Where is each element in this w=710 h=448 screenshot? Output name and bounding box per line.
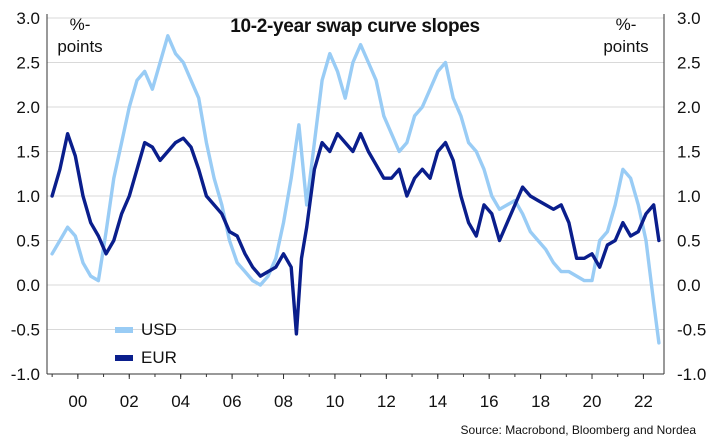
y-tick-label-right: -0.5 — [677, 321, 706, 340]
chart-legend: USD EUR — [115, 316, 177, 372]
x-tick-label: 08 — [274, 392, 293, 411]
y-tick-label-left: 1.5 — [16, 143, 40, 162]
series-line-eur — [50, 131, 661, 336]
y-tick-label-right: -1.0 — [677, 365, 706, 384]
y-tick-label-left: -1.0 — [11, 365, 40, 384]
y-tick-label-left: -0.5 — [11, 321, 40, 340]
x-tick-label: 04 — [171, 392, 190, 411]
legend-swatch-eur — [115, 355, 133, 361]
y-tick-label-right: 1.5 — [677, 143, 701, 162]
y-tick-label-left: 2.0 — [16, 98, 40, 117]
x-tick-label: 22 — [634, 392, 653, 411]
y-tick-label-left: 0.5 — [16, 232, 40, 251]
legend-swatch-usd — [115, 327, 133, 333]
y-tick-label-right: 3.0 — [677, 9, 701, 28]
legend-item-usd: USD — [115, 316, 177, 344]
legend-label-usd: USD — [141, 320, 177, 339]
y-tick-label-right: 0.0 — [677, 276, 701, 295]
x-tick-label: 00 — [68, 392, 87, 411]
y-tick-label-right: 2.0 — [677, 98, 701, 117]
x-tick-label: 20 — [583, 392, 602, 411]
legend-item-eur: EUR — [115, 344, 177, 372]
x-tick-label: 16 — [480, 392, 499, 411]
x-tick-label: 06 — [223, 392, 242, 411]
y-tick-label-right: 1.0 — [677, 187, 701, 206]
y-tick-label-left: 3.0 — [16, 9, 40, 28]
y-tick-label-left: 2.5 — [16, 54, 40, 73]
chart-title: 10-2-year swap curve slopes — [230, 16, 480, 37]
x-tick-label: 12 — [377, 392, 396, 411]
y-tick-label-right: 2.5 — [677, 54, 701, 73]
legend-label-eur: EUR — [141, 348, 177, 367]
series-line-usd — [50, 34, 661, 345]
y-tick-label-left: 0.0 — [16, 276, 40, 295]
x-tick-label: 14 — [428, 392, 447, 411]
y-axis-unit-left: %- points — [57, 15, 103, 56]
x-tick-label: 02 — [120, 392, 139, 411]
x-tick-label: 10 — [325, 392, 344, 411]
y-axis-unit-right: %- points — [603, 15, 649, 56]
x-tick-label: 18 — [531, 392, 550, 411]
y-tick-label-left: 1.0 — [16, 187, 40, 206]
chart-source: Source: Macrobond, Bloomberg and Nordea — [460, 423, 696, 437]
y-tick-label-right: 0.5 — [677, 232, 701, 251]
